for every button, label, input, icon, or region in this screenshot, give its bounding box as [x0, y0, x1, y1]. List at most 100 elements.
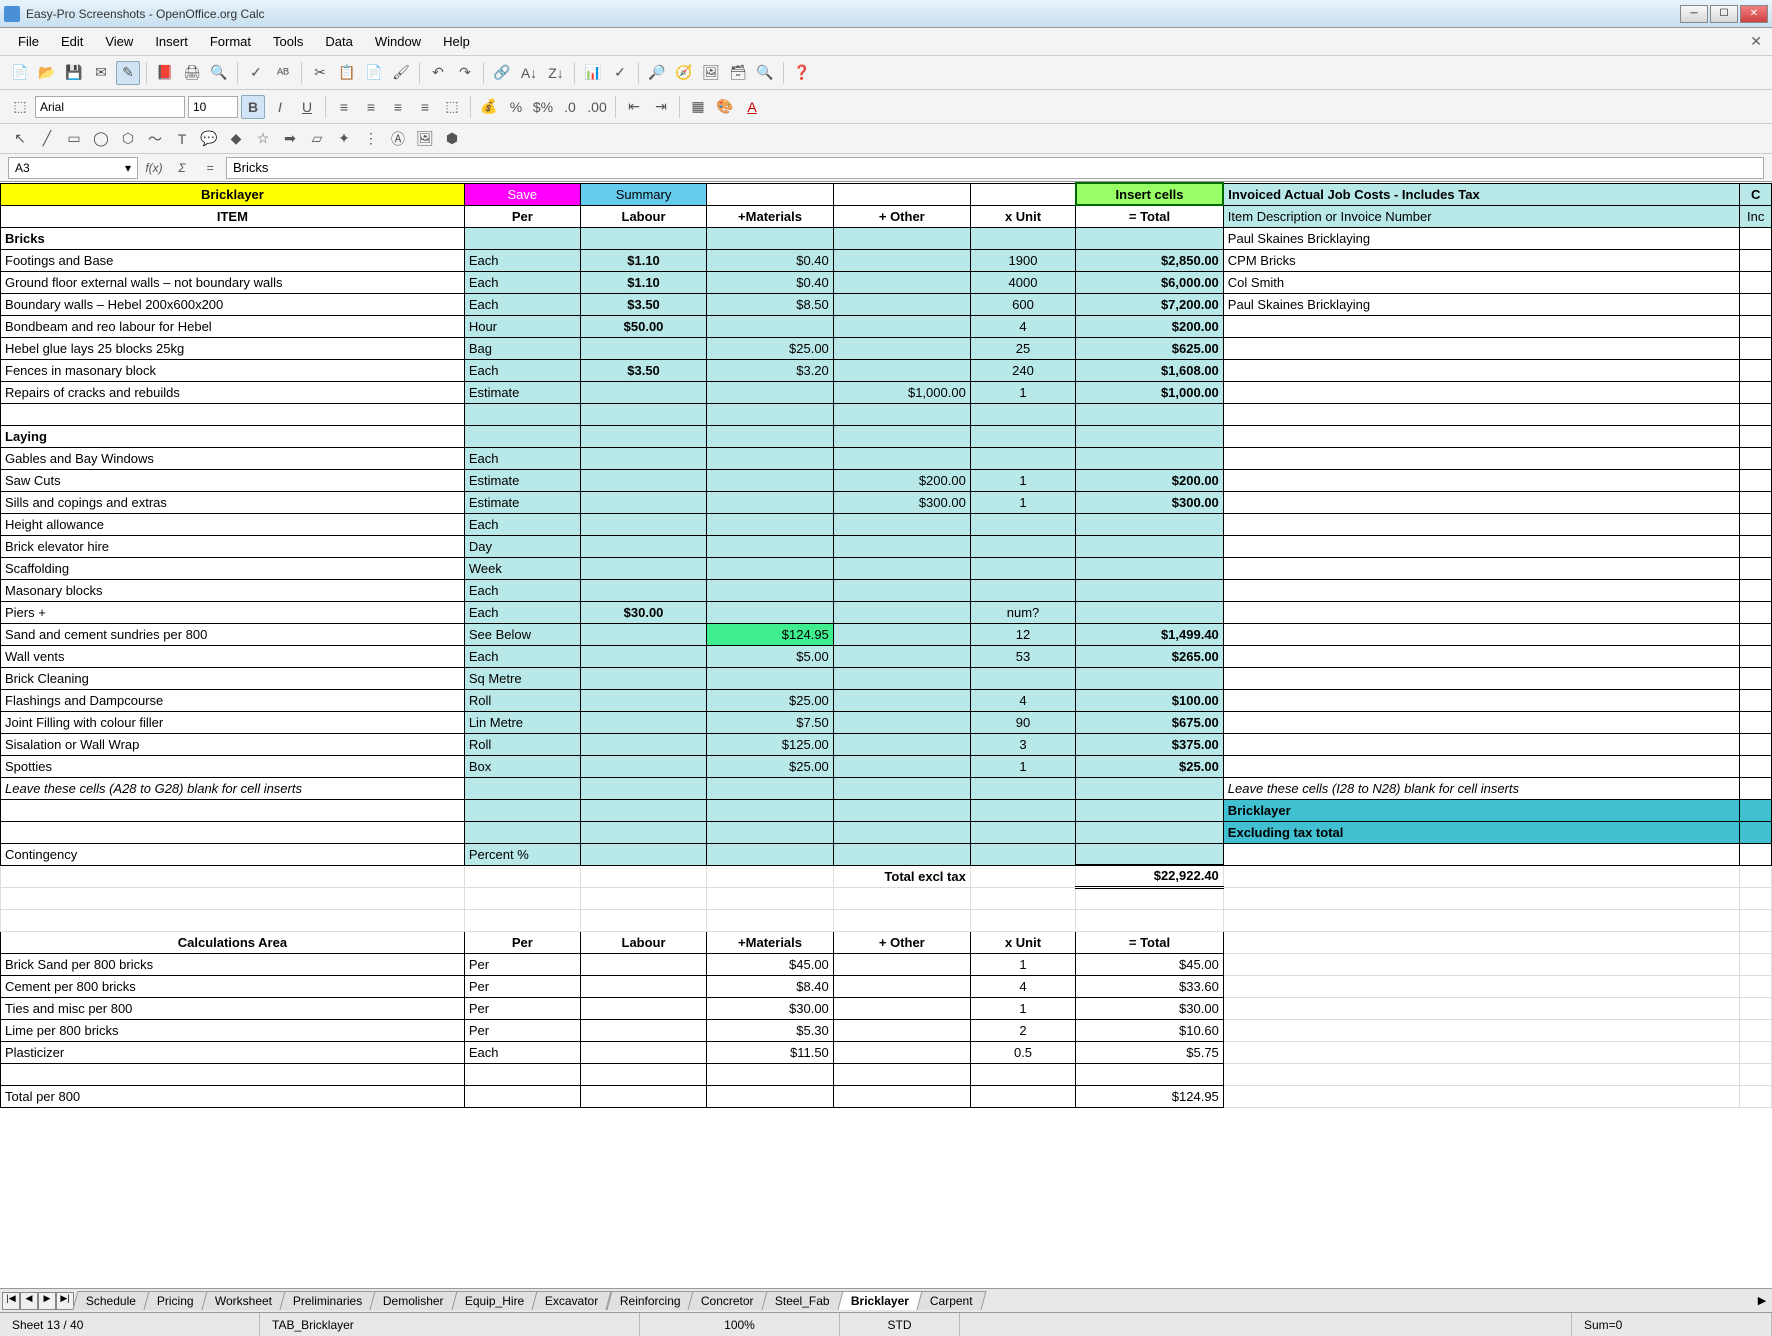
save-button[interactable]: Save	[464, 183, 580, 205]
line-icon[interactable]: ╱	[35, 127, 59, 151]
invoice-row[interactable]	[1223, 359, 1740, 381]
menu-data[interactable]: Data	[315, 30, 362, 53]
cell-unit[interactable]: 1	[970, 997, 1075, 1019]
merge-icon[interactable]: ⬚	[440, 95, 464, 119]
maximize-button[interactable]: ☐	[1710, 5, 1738, 23]
cell-labour[interactable]	[580, 337, 707, 359]
invoice-row[interactable]	[1223, 733, 1740, 755]
curve-icon[interactable]: ～	[143, 127, 167, 151]
cell-materials[interactable]	[707, 491, 834, 513]
cell-materials[interactable]	[707, 557, 834, 579]
cell-other[interactable]	[833, 601, 970, 623]
redo-icon[interactable]: ↷	[453, 61, 477, 85]
cell-labour[interactable]	[580, 491, 707, 513]
cell-item[interactable]: Piers +	[1, 601, 465, 623]
cell-total[interactable]	[1076, 557, 1224, 579]
cell-unit[interactable]	[970, 535, 1075, 557]
align-center-icon[interactable]: ≡	[359, 95, 383, 119]
invoice-row[interactable]	[1223, 337, 1740, 359]
sheet-tab-reinforcing[interactable]: Reinforcing	[606, 1291, 694, 1310]
cell-per[interactable]: Hour	[464, 315, 580, 337]
cell-labour[interactable]	[580, 1041, 707, 1063]
cell-labour[interactable]	[580, 645, 707, 667]
cell-labour[interactable]	[580, 513, 707, 535]
cell-item[interactable]: Height allowance	[1, 513, 465, 535]
minimize-button[interactable]: ─	[1680, 5, 1708, 23]
invoice-row[interactable]	[1223, 381, 1740, 403]
cell-materials[interactable]: $25.00	[707, 689, 834, 711]
cell-total[interactable]: $2,850.00	[1076, 249, 1224, 271]
cell-other[interactable]	[833, 975, 970, 997]
cell-per[interactable]: Each	[464, 579, 580, 601]
invoice-row[interactable]	[1223, 535, 1740, 557]
cell-item[interactable]: Hebel glue lays 25 blocks 25kg	[1, 337, 465, 359]
cell-total[interactable]	[1076, 535, 1224, 557]
cell-materials[interactable]: $3.20	[707, 359, 834, 381]
cell-labour[interactable]	[580, 711, 707, 733]
cell-item[interactable]: Joint Filling with colour filler	[1, 711, 465, 733]
cell-per[interactable]: Week	[464, 557, 580, 579]
cell-unit[interactable]	[970, 557, 1075, 579]
cell-other[interactable]: $300.00	[833, 491, 970, 513]
flowchart-icon[interactable]: ▱	[305, 127, 329, 151]
cell-materials[interactable]: $0.40	[707, 249, 834, 271]
font-size-input[interactable]	[188, 96, 238, 118]
invoice-row[interactable]	[1223, 315, 1740, 337]
cell-unit[interactable]: 1	[970, 381, 1075, 403]
cell-total[interactable]	[1076, 579, 1224, 601]
cell-per[interactable]: Each	[464, 447, 580, 469]
cell-materials[interactable]: $8.50	[707, 293, 834, 315]
cell-other[interactable]	[833, 359, 970, 381]
cell-unit[interactable]	[970, 513, 1075, 535]
tab-first-icon[interactable]: |◀	[2, 1292, 20, 1310]
scroll-right-icon[interactable]: ▶	[1752, 1294, 1772, 1307]
cell-other[interactable]	[833, 249, 970, 271]
spreadsheet-grid[interactable]: BricklayerSaveSummaryInsert cellsInvoice…	[0, 182, 1772, 1288]
cell-per[interactable]: Each	[464, 513, 580, 535]
cell-other[interactable]	[833, 623, 970, 645]
copy-icon[interactable]: 📋	[335, 61, 359, 85]
cell-item[interactable]: Flashings and Dampcourse	[1, 689, 465, 711]
cell-labour[interactable]: $3.50	[580, 293, 707, 315]
currency-icon[interactable]: 💰	[477, 95, 501, 119]
dec-indent-icon[interactable]: ⇤	[622, 95, 646, 119]
cell-per[interactable]: Estimate	[464, 381, 580, 403]
cell-item[interactable]: Repairs of cracks and rebuilds	[1, 381, 465, 403]
cell-other[interactable]	[833, 667, 970, 689]
cell-total[interactable]: $100.00	[1076, 689, 1224, 711]
cell-item[interactable]: Brick Cleaning	[1, 667, 465, 689]
invoice-row[interactable]	[1223, 579, 1740, 601]
cell-materials[interactable]	[707, 535, 834, 557]
status-zoom[interactable]: 100%	[640, 1313, 840, 1336]
cell-total[interactable]: $1,608.00	[1076, 359, 1224, 381]
cell-other[interactable]: $1,000.00	[833, 381, 970, 403]
symbol-icon[interactable]: ☆	[251, 127, 275, 151]
fontwork-icon[interactable]: Ⓐ	[386, 127, 410, 151]
cut-icon[interactable]: ✂	[308, 61, 332, 85]
cell-unit[interactable]	[970, 447, 1075, 469]
cell-unit[interactable]: 1	[970, 469, 1075, 491]
cell-materials[interactable]: $5.30	[707, 1019, 834, 1041]
select-icon[interactable]: ↖	[8, 127, 32, 151]
cell-item[interactable]: Fences in masonary block	[1, 359, 465, 381]
sheet-tab-schedule[interactable]: Schedule	[72, 1291, 149, 1310]
cell-unit[interactable]: 25	[970, 337, 1075, 359]
cell-item[interactable]: Scaffolding	[1, 557, 465, 579]
cell-other[interactable]	[833, 513, 970, 535]
cell-total[interactable]: $7,200.00	[1076, 293, 1224, 315]
cell-item[interactable]: Saw Cuts	[1, 469, 465, 491]
cell-unit[interactable]: 1900	[970, 249, 1075, 271]
cell-materials[interactable]: $124.95	[707, 623, 834, 645]
cell-per[interactable]: Day	[464, 535, 580, 557]
cell-unit[interactable]: 4000	[970, 271, 1075, 293]
cell-unit[interactable]: 600	[970, 293, 1075, 315]
cell-per[interactable]: Sq Metre	[464, 667, 580, 689]
cell-total[interactable]: $1,000.00	[1076, 381, 1224, 403]
email-icon[interactable]: ✉	[89, 61, 113, 85]
styles-icon[interactable]: ⬚	[8, 95, 32, 119]
sheet-tab-carpent[interactable]: Carpent	[916, 1291, 986, 1310]
cell-other[interactable]: $200.00	[833, 469, 970, 491]
cell-materials[interactable]: $25.00	[707, 337, 834, 359]
invoice-row[interactable]	[1223, 755, 1740, 777]
cell-total[interactable]: $6,000.00	[1076, 271, 1224, 293]
